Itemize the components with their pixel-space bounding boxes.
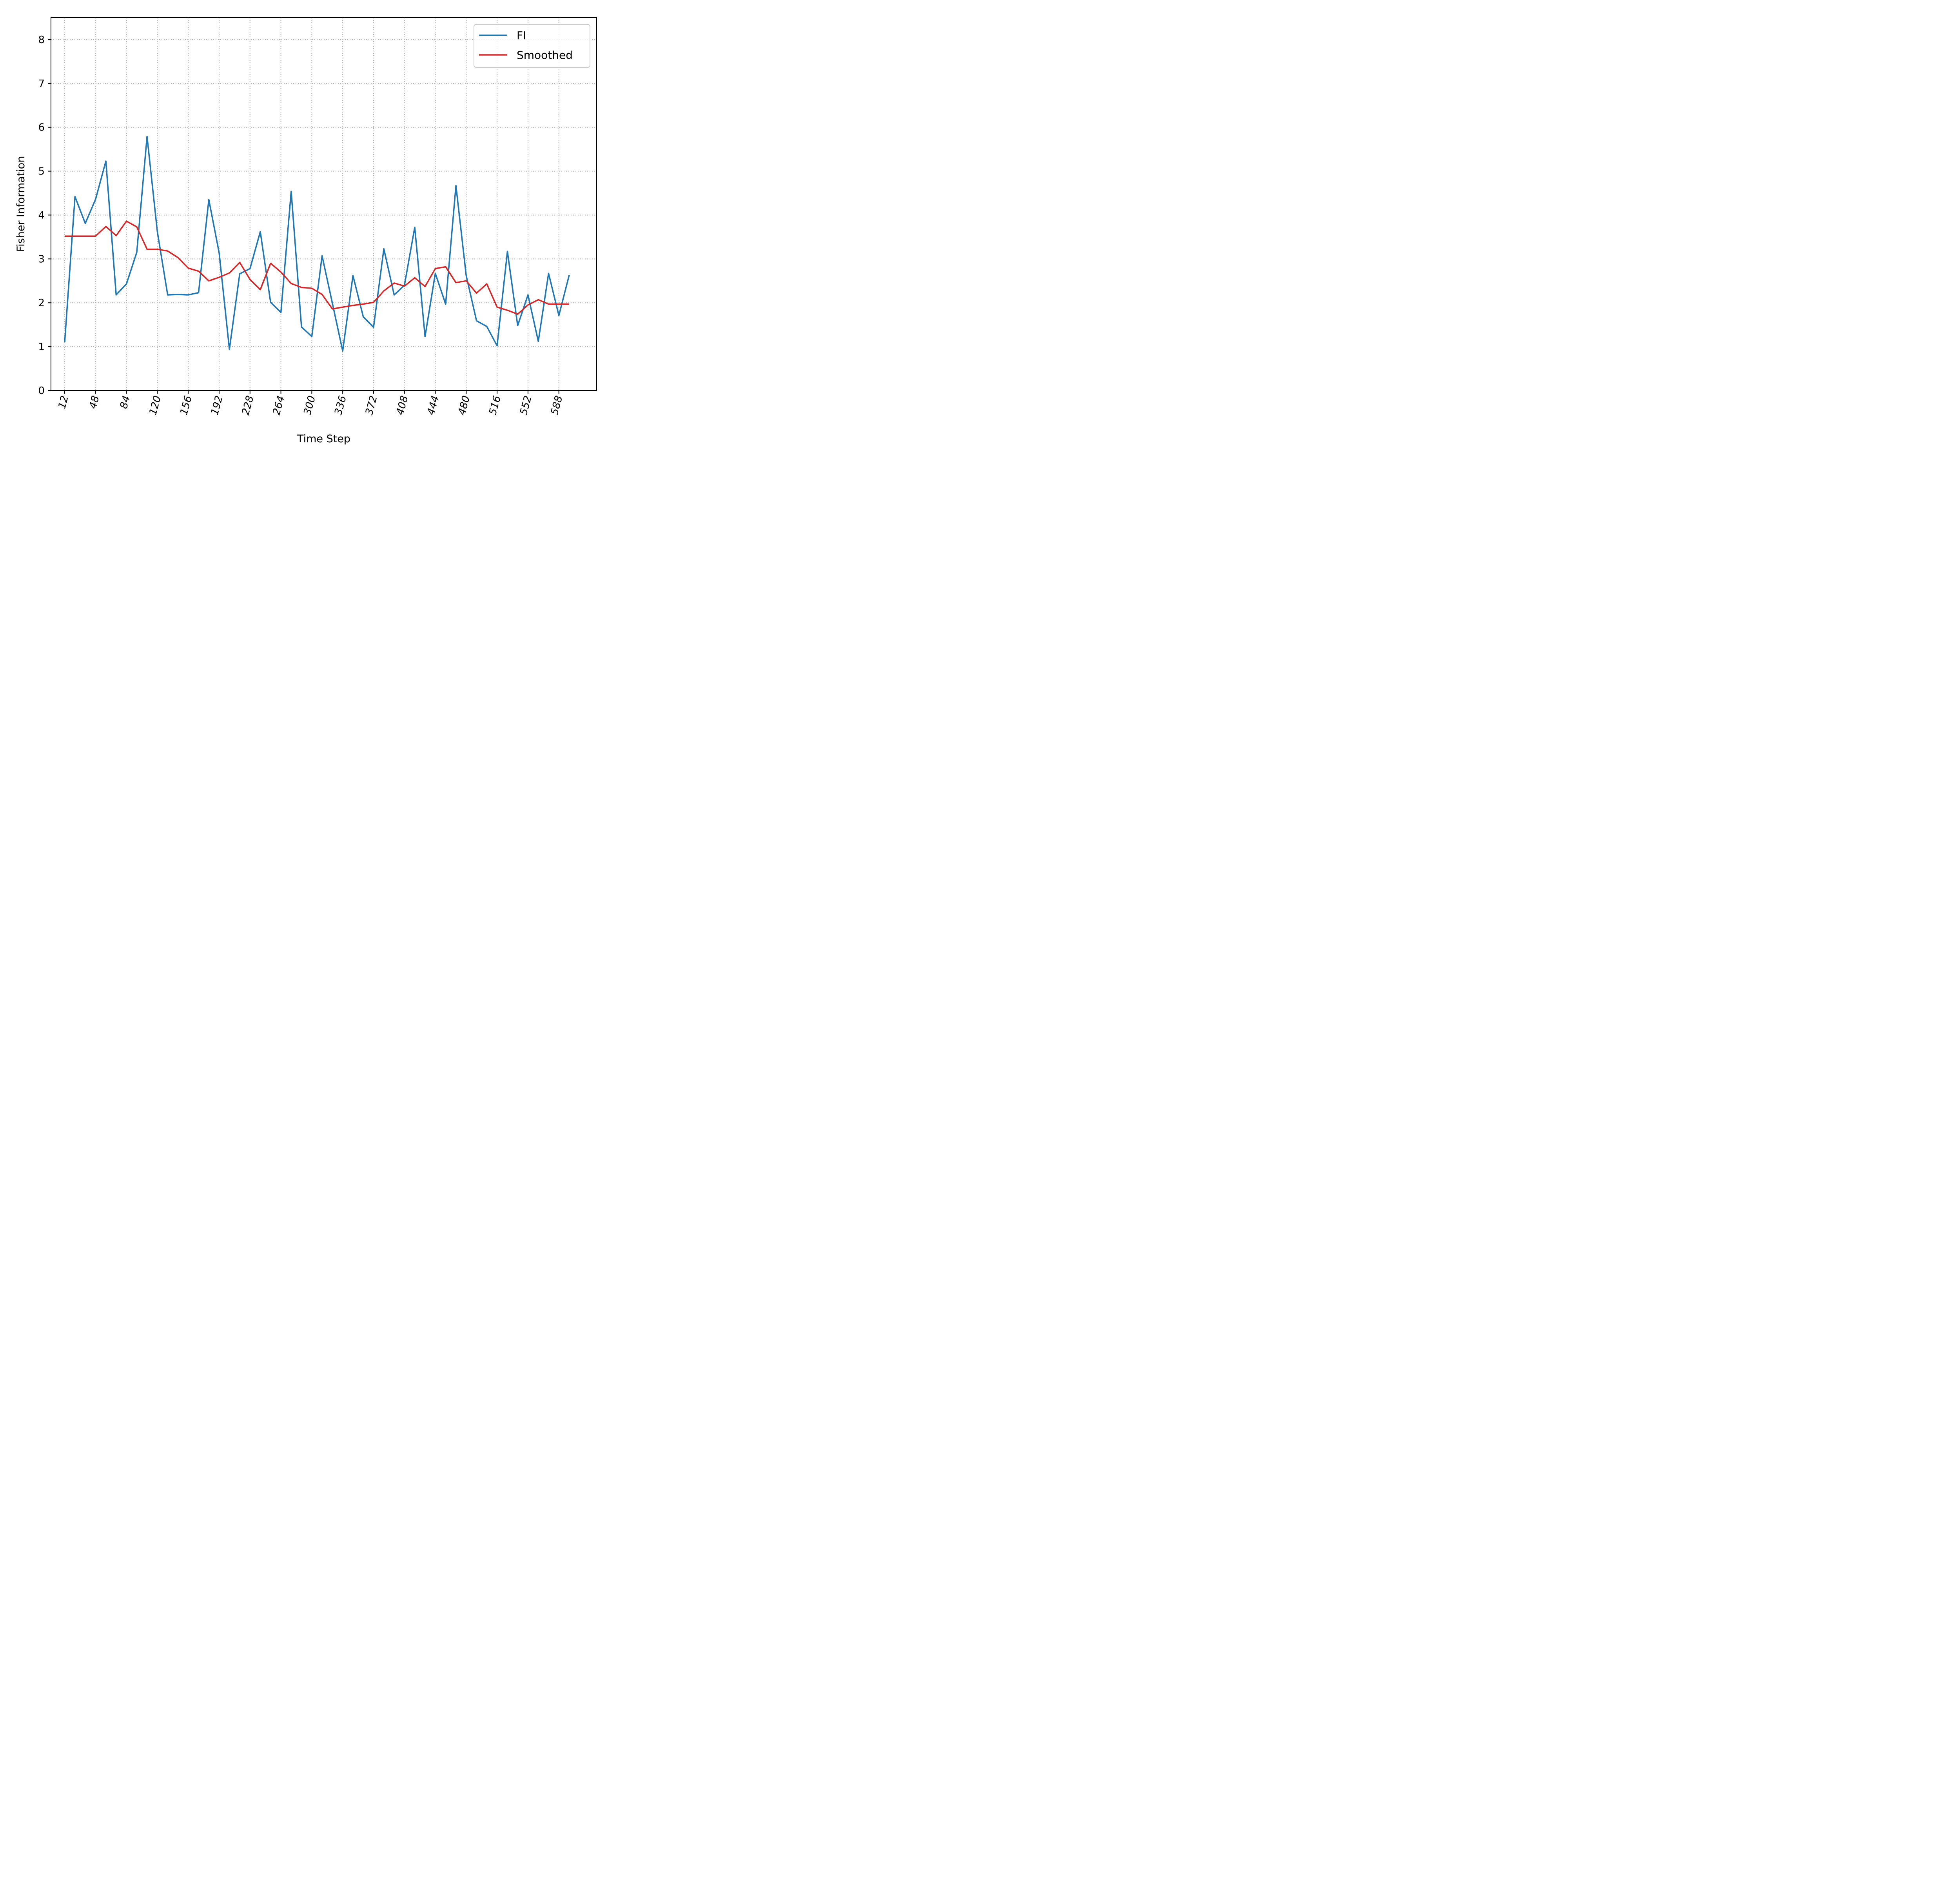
x-tick-label: 588 [549, 394, 565, 416]
x-tick-label: 516 [487, 394, 503, 416]
x-axis-label: Time Step [297, 433, 350, 445]
x-tick-label: 444 [425, 394, 441, 416]
series-line-fi [64, 136, 570, 352]
x-tick-label: 300 [301, 394, 318, 416]
x-axis: 12 48 84 120 156 192 228 264 300 336 372 408 444 480 5… [56, 391, 565, 416]
y-tick-label: 8 [38, 34, 45, 46]
grid [51, 18, 597, 391]
y-tick-label: 5 [38, 166, 45, 178]
x-tick-label: 156 [178, 394, 194, 416]
y-tick-label: 7 [38, 78, 45, 90]
x-tick-label: 336 [332, 394, 349, 416]
x-tick-label: 552 [518, 394, 534, 416]
x-tick-label: 12 [56, 394, 71, 410]
legend: FI Smoothed [474, 24, 590, 68]
x-tick-label: 264 [271, 394, 287, 416]
x-tick-label: 192 [209, 394, 225, 416]
line-chart: 12 48 84 120 156 192 228 264 300 336 372 408 444 480 5… [15, 17, 597, 445]
y-tick-label: 0 [38, 385, 45, 397]
x-tick-label: 408 [394, 394, 411, 416]
x-tick-label: 228 [240, 394, 256, 416]
x-tick-label: 120 [147, 394, 163, 416]
y-tick-label: 2 [38, 297, 45, 309]
legend-label: Smoothed [517, 49, 573, 62]
series-group [64, 136, 570, 352]
y-axis: 0 1 2 3 4 5 6 7 8 [38, 34, 51, 397]
legend-label: FI [517, 29, 526, 42]
y-axis-label: Fisher Information [15, 156, 27, 252]
series-line-smoothed [65, 220, 569, 315]
x-tick-label: 480 [456, 394, 472, 416]
x-tick-label: 48 [87, 394, 102, 410]
y-tick-label: 4 [38, 209, 45, 221]
y-tick-label: 6 [38, 122, 45, 134]
x-tick-label: 372 [363, 394, 380, 416]
x-tick-label: 84 [118, 394, 133, 410]
y-tick-label: 1 [38, 341, 45, 353]
y-tick-label: 3 [38, 253, 45, 265]
plot-frame [51, 17, 597, 391]
